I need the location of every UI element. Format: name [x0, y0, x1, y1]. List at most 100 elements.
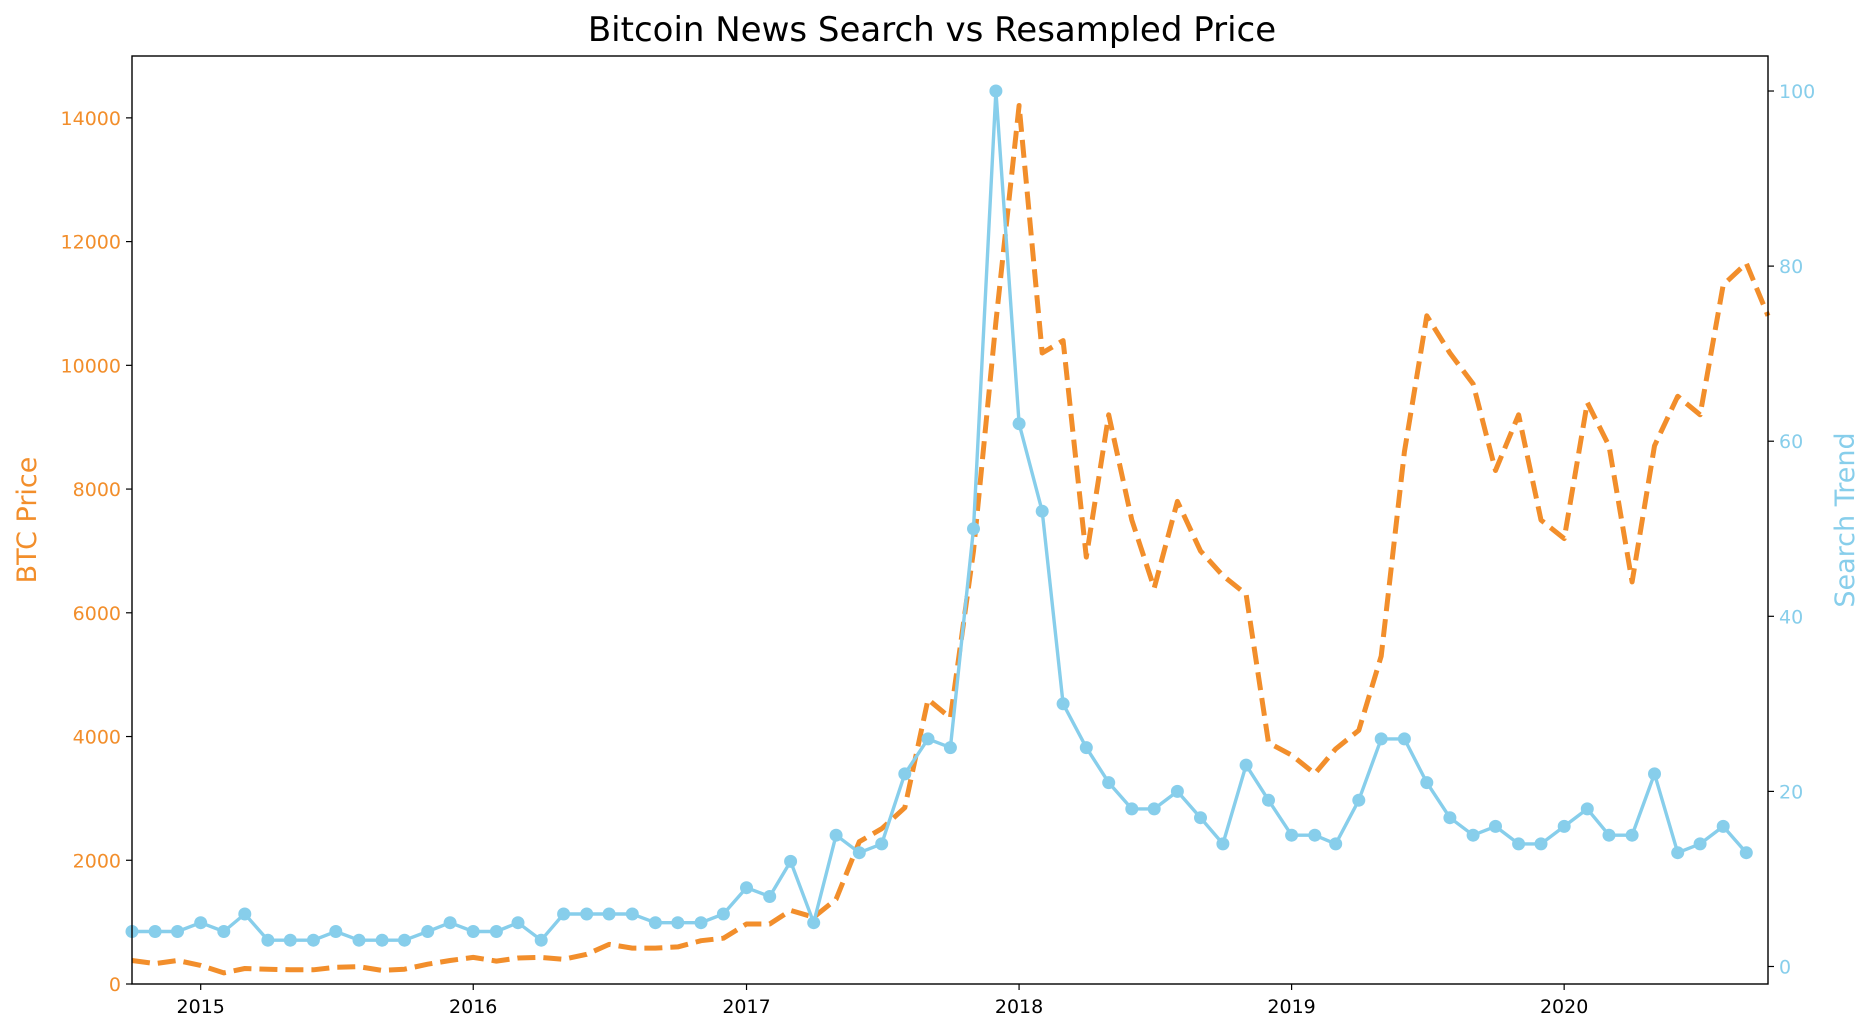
right-y-tick-label: 40: [1779, 606, 1803, 628]
left-y-tick-label: 8000: [73, 479, 121, 501]
right-y-tick-label: 60: [1779, 431, 1803, 453]
search-trend-point: [1308, 828, 1322, 842]
right-y-tick-label: 20: [1779, 781, 1803, 803]
search-trend-point: [875, 837, 889, 851]
right-y-tick-label: 80: [1779, 256, 1803, 278]
x-tick-label: 2020: [1540, 996, 1588, 1018]
chart-title: Bitcoin News Search vs Resampled Price: [588, 10, 1276, 50]
search-trend-point: [194, 916, 208, 930]
search-trend-point: [1693, 837, 1707, 851]
left-y-tick-label: 0: [109, 974, 121, 996]
left-axis-label: BTC Price: [12, 457, 43, 584]
search-trend-point: [1285, 828, 1299, 842]
search-trend-point: [580, 907, 594, 921]
search-trend-point: [1512, 837, 1526, 851]
x-tick-label: 2016: [449, 996, 497, 1018]
search-trend-point: [967, 522, 980, 536]
search-trend-point: [352, 933, 366, 947]
search-trend-point: [557, 907, 571, 921]
search-trend-point: [1262, 793, 1275, 807]
search-trend-point: [1671, 846, 1685, 860]
search-trend-point: [1489, 819, 1502, 833]
search-trend-point: [1352, 793, 1366, 807]
search-trend-point: [1466, 828, 1480, 842]
search-trend-point: [1035, 504, 1049, 518]
search-trend-point: [671, 916, 685, 930]
search-trend-point: [261, 933, 275, 947]
search-trend-point: [1716, 819, 1730, 833]
search-trend-point: [1374, 732, 1388, 746]
search-trend-point: [1216, 837, 1230, 851]
search-trend-point: [1147, 802, 1161, 816]
search-trend-point: [1239, 758, 1253, 772]
search-trend-point: [1580, 802, 1594, 816]
search-trend-point: [466, 925, 480, 938]
left-y-tick-label: 2000: [73, 850, 121, 872]
search-trend-point: [1056, 697, 1070, 711]
tick-layer: 2015 2016 2017 2018 2019 20200200040006000800…: [61, 81, 1816, 1018]
search-trend-point: [511, 916, 525, 930]
x-tick-label: 2017: [722, 996, 770, 1018]
search-trend-point: [740, 881, 753, 895]
right-y-tick-label: 0: [1779, 956, 1791, 978]
search-trend-point: [602, 907, 616, 921]
x-tick-label: 2018: [995, 996, 1043, 1018]
search-trend-point: [398, 933, 411, 947]
search-trend-point: [1648, 767, 1661, 781]
search-trend-point: [217, 925, 231, 938]
search-trend-point: [1329, 837, 1343, 851]
search-trend-point: [763, 890, 777, 903]
search-trend-point: [852, 846, 866, 860]
search-trend-point: [329, 925, 343, 938]
left-y-tick-label: 14000: [61, 108, 121, 130]
plot-frame: [131, 55, 1769, 985]
series-layer: [125, 84, 1771, 976]
search-trend-point: [1079, 741, 1093, 755]
search-trend-point: [1102, 776, 1116, 790]
search-trend-point: [534, 933, 548, 947]
search-trend-point: [1625, 828, 1639, 842]
left-y-tick-label: 12000: [61, 232, 121, 254]
search-trend-point: [1012, 417, 1026, 431]
search-trend-point: [1602, 828, 1616, 842]
x-tick-label: 2019: [1267, 996, 1315, 1018]
right-y-tick-label: 100: [1779, 81, 1815, 103]
search-trend-point: [1557, 819, 1571, 833]
search-trend-point: [238, 907, 252, 921]
search-trend-point: [283, 933, 297, 947]
search-trend-point: [648, 916, 662, 930]
right-axis-label: Search Trend: [1830, 432, 1861, 607]
search-trend-point: [989, 84, 1003, 98]
x-tick-label: 2015: [177, 996, 225, 1018]
search-trend-point: [421, 925, 435, 938]
search-trend-line: [132, 89, 1748, 942]
search-trend-point: [148, 925, 162, 938]
left-y-tick-label: 10000: [61, 355, 121, 377]
search-trend-point: [694, 916, 708, 930]
search-trend-point: [1443, 811, 1457, 825]
search-trend-point: [807, 916, 821, 930]
search-trend-point: [171, 925, 184, 938]
search-trend-point: [921, 732, 935, 746]
search-trend-point: [625, 907, 639, 921]
search-trend-point: [375, 933, 389, 947]
search-trend-point: [1397, 732, 1411, 746]
left-y-tick-label: 4000: [73, 727, 121, 749]
search-trend-point: [306, 933, 320, 947]
search-trend-point: [1194, 811, 1207, 825]
search-trend-point: [829, 828, 843, 842]
btc-price-line: [131, 103, 1771, 976]
search-trend-point: [943, 741, 957, 755]
search-trend-point: [1125, 802, 1139, 816]
search-trend-point: [898, 767, 912, 781]
search-trend-point: [443, 916, 457, 930]
search-trend-point: [489, 925, 503, 938]
search-trend-point: [1170, 784, 1184, 798]
search-trend-point: [784, 854, 798, 868]
search-trend-point: [1739, 846, 1753, 860]
search-trend-point: [1534, 837, 1548, 851]
left-y-tick-label: 6000: [73, 603, 121, 625]
search-trend-point: [716, 907, 730, 921]
search-trend-point: [1420, 776, 1434, 790]
